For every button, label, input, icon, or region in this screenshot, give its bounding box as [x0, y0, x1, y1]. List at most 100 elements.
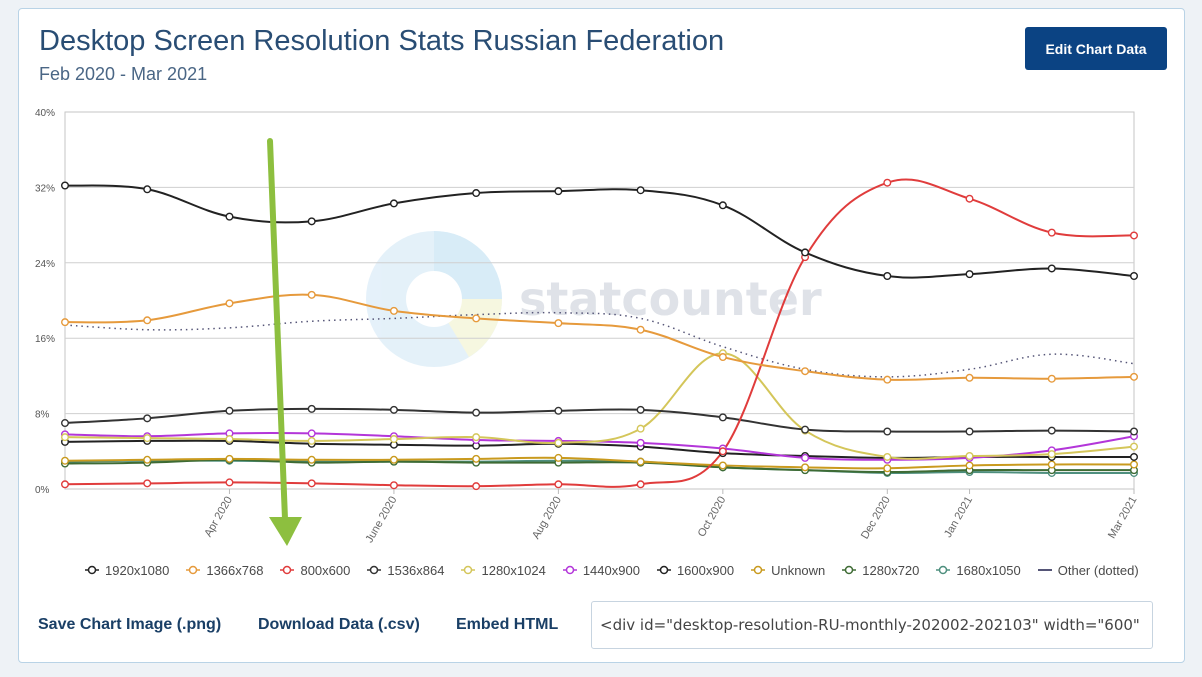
data-point-1280x1024[interactable]: [636, 424, 645, 433]
data-point-1280x1024[interactable]: [307, 436, 316, 445]
data-point-1366x768[interactable]: [801, 367, 810, 376]
data-point-1536x864[interactable]: [225, 406, 234, 415]
data-point-800x600[interactable]: [472, 482, 481, 491]
data-point-unknown[interactable]: [801, 463, 810, 472]
data-point-unknown[interactable]: [883, 464, 892, 473]
data-point-800x600[interactable]: [225, 478, 234, 487]
data-point-1366x768[interactable]: [472, 314, 481, 323]
data-point-1366x768[interactable]: [965, 373, 974, 382]
data-point-1536x864[interactable]: [143, 414, 152, 423]
data-point-1280x1024[interactable]: [1047, 450, 1056, 459]
data-point-1536x864[interactable]: [472, 408, 481, 417]
data-point-unknown[interactable]: [965, 461, 974, 470]
legend-item-1280x1024[interactable]: 1280x1024: [461, 563, 546, 578]
data-point-unknown[interactable]: [143, 455, 152, 464]
data-point-1366x768[interactable]: [554, 319, 563, 328]
data-point-1280x1024[interactable]: [965, 452, 974, 461]
data-point-1536x864[interactable]: [61, 419, 70, 428]
data-point-unknown[interactable]: [554, 453, 563, 462]
data-point-1920x1080[interactable]: [718, 201, 727, 210]
data-point-1280x1024[interactable]: [143, 434, 152, 443]
data-point-1366x768[interactable]: [1047, 374, 1056, 383]
data-point-1280x1024[interactable]: [61, 433, 70, 442]
data-point-1920x1080[interactable]: [636, 186, 645, 195]
data-point-800x600[interactable]: [636, 480, 645, 489]
data-point-800x600[interactable]: [1129, 231, 1138, 240]
data-point-1600x900[interactable]: [1129, 452, 1138, 461]
data-point-1366x768[interactable]: [718, 353, 727, 362]
save-chart-image-link[interactable]: Save Chart Image (.png): [38, 616, 222, 633]
legend-item-1600x900[interactable]: 1600x900: [656, 563, 734, 578]
embed-html-link[interactable]: Embed HTML: [456, 616, 559, 633]
data-point-1536x864[interactable]: [1129, 427, 1138, 436]
data-point-1440x900[interactable]: [307, 429, 316, 438]
data-point-1280x1024[interactable]: [883, 452, 892, 461]
data-point-1536x864[interactable]: [1047, 426, 1056, 435]
data-point-1536x864[interactable]: [554, 406, 563, 415]
legend-item-1280x720[interactable]: 1280x720: [842, 563, 919, 578]
data-point-800x600[interactable]: [1047, 228, 1056, 237]
embed-code-field[interactable]: [591, 601, 1153, 649]
data-point-1920x1080[interactable]: [801, 248, 810, 257]
data-point-1920x1080[interactable]: [1047, 264, 1056, 273]
edit-chart-data-button[interactable]: Edit Chart Data: [1025, 27, 1167, 70]
download-data-link[interactable]: Download Data (.csv): [258, 616, 420, 633]
data-point-unknown[interactable]: [225, 454, 234, 463]
data-point-unknown[interactable]: [636, 457, 645, 466]
data-point-unknown[interactable]: [1129, 460, 1138, 469]
data-point-unknown[interactable]: [307, 455, 316, 464]
data-point-1280x1024[interactable]: [1129, 442, 1138, 451]
data-point-1366x768[interactable]: [143, 316, 152, 325]
data-point-1920x1080[interactable]: [883, 271, 892, 280]
legend-item-1440x900[interactable]: 1440x900: [562, 563, 640, 578]
data-point-1920x1080[interactable]: [61, 181, 70, 190]
data-point-1366x768[interactable]: [1129, 372, 1138, 381]
data-point-1920x1080[interactable]: [472, 189, 481, 198]
data-point-unknown[interactable]: [472, 454, 481, 463]
data-point-1280x1024[interactable]: [554, 438, 563, 447]
data-point-unknown[interactable]: [389, 455, 398, 464]
data-point-1920x1080[interactable]: [554, 187, 563, 196]
data-point-800x600[interactable]: [965, 194, 974, 203]
data-point-1280x1024[interactable]: [225, 435, 234, 444]
data-point-1366x768[interactable]: [225, 299, 234, 308]
data-point-1280x1024[interactable]: [472, 433, 481, 442]
data-point-1536x864[interactable]: [801, 425, 810, 434]
data-point-1440x900[interactable]: [801, 453, 810, 462]
data-point-1920x1080[interactable]: [1129, 271, 1138, 280]
data-point-1920x1080[interactable]: [143, 185, 152, 194]
data-point-unknown[interactable]: [1047, 460, 1056, 469]
legend-item-unknown[interactable]: Unknown: [751, 563, 825, 578]
legend-item-1366x768[interactable]: 1366x768: [186, 563, 263, 578]
data-point-1536x864[interactable]: [883, 427, 892, 436]
data-point-800x600[interactable]: [61, 480, 70, 489]
legend-item-800x600[interactable]: 800x600: [280, 563, 350, 578]
data-point-1366x768[interactable]: [883, 375, 892, 384]
data-point-1536x864[interactable]: [718, 413, 727, 422]
data-point-800x600[interactable]: [143, 479, 152, 488]
data-point-800x600[interactable]: [554, 480, 563, 489]
data-point-1536x864[interactable]: [307, 404, 316, 413]
data-point-1920x1080[interactable]: [389, 199, 398, 208]
data-point-1440x900[interactable]: [636, 438, 645, 447]
data-point-unknown[interactable]: [718, 461, 727, 470]
data-point-1366x768[interactable]: [389, 306, 398, 315]
data-point-800x600[interactable]: [389, 481, 398, 490]
legend-item-other-dotted[interactable]: Other (dotted): [1037, 563, 1139, 578]
data-point-800x600[interactable]: [307, 479, 316, 488]
data-point-unknown[interactable]: [61, 456, 70, 465]
legend-item-1680x1050[interactable]: 1680x1050: [936, 563, 1021, 578]
data-point-800x600[interactable]: [718, 447, 727, 456]
data-point-1366x768[interactable]: [636, 325, 645, 334]
data-point-1280x1024[interactable]: [389, 435, 398, 444]
data-point-1536x864[interactable]: [965, 427, 974, 436]
data-point-1536x864[interactable]: [389, 405, 398, 414]
data-point-1366x768[interactable]: [307, 290, 316, 299]
legend-item-1920x1080[interactable]: 1920x1080: [85, 563, 169, 578]
data-point-1366x768[interactable]: [61, 318, 70, 327]
data-point-1920x1080[interactable]: [965, 270, 974, 279]
data-point-1920x1080[interactable]: [307, 217, 316, 226]
data-point-800x600[interactable]: [883, 178, 892, 187]
legend-item-1536x864[interactable]: 1536x864: [367, 563, 444, 578]
data-point-1920x1080[interactable]: [225, 212, 234, 221]
